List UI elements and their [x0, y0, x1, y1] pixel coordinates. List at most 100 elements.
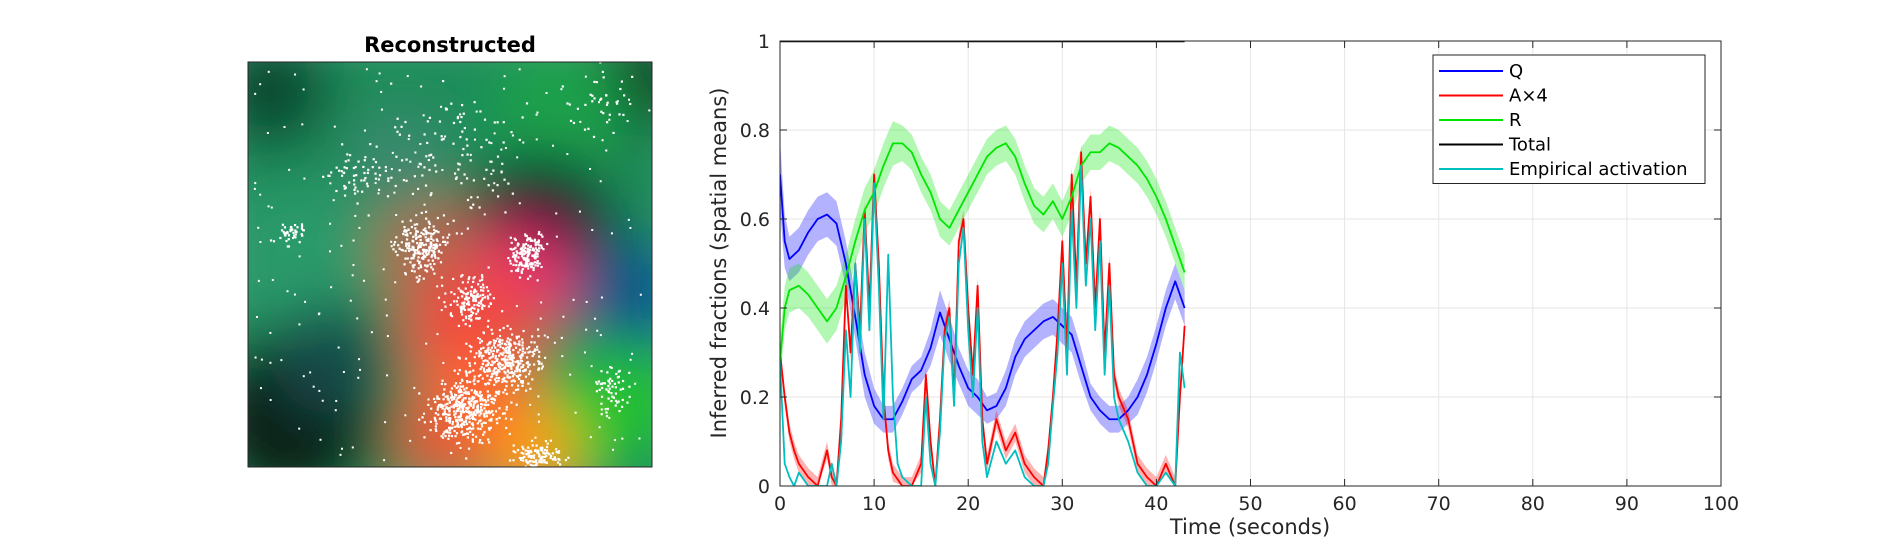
- detection-dot: [396, 130, 399, 133]
- detection-dot: [457, 168, 460, 171]
- detection-dot: [533, 255, 536, 258]
- detection-dot: [621, 437, 624, 440]
- detection-dot: [430, 237, 433, 241]
- detection-dot: [352, 179, 356, 182]
- detection-dot: [503, 75, 506, 78]
- detection-dot: [417, 247, 420, 250]
- detection-dot: [599, 62, 602, 64]
- detection-dot: [555, 450, 558, 454]
- detection-dot: [432, 232, 436, 235]
- detection-dot: [490, 397, 493, 401]
- detection-dot: [524, 263, 527, 266]
- detection-dot: [345, 167, 348, 170]
- detection-dot: [492, 297, 495, 300]
- detection-dot: [494, 339, 497, 343]
- detection-dot: [322, 175, 325, 178]
- detection-dot: [491, 363, 494, 367]
- detection-dot: [508, 361, 511, 365]
- detection-dot: [400, 159, 404, 162]
- detection-dot: [404, 273, 407, 276]
- detection-dot: [434, 400, 437, 404]
- detection-dot: [420, 211, 423, 214]
- detection-dot: [450, 435, 454, 438]
- detection-dot: [602, 112, 605, 115]
- detection-dot: [493, 371, 496, 374]
- detection-dot: [460, 305, 463, 308]
- detection-dot: [412, 246, 415, 249]
- detection-dot: [494, 394, 497, 397]
- detection-dot: [458, 419, 462, 422]
- detection-dot: [329, 222, 332, 225]
- detection-dot: [418, 162, 421, 165]
- detection-dot: [507, 362, 510, 365]
- detection-dot: [502, 391, 505, 394]
- legend-label-q: Q: [1509, 61, 1523, 82]
- detection-dot: [502, 121, 505, 124]
- detection-dot: [507, 256, 510, 260]
- detection-dot: [529, 463, 532, 466]
- detection-dot: [372, 158, 375, 161]
- detection-dot: [409, 160, 412, 163]
- detection-dot: [267, 205, 270, 208]
- detection-dot: [538, 355, 541, 358]
- detection-dot: [441, 169, 444, 172]
- detection-dot: [477, 374, 481, 378]
- detection-dot: [433, 228, 436, 232]
- detection-dot: [450, 102, 453, 105]
- detection-dot: [304, 300, 307, 303]
- detection-dot: [435, 429, 438, 433]
- detection-dot: [510, 356, 513, 359]
- detection-dot: [271, 278, 274, 281]
- detection-dot: [426, 264, 429, 267]
- detection-dot: [467, 296, 471, 300]
- detection-dot: [489, 160, 492, 163]
- detection-dot: [407, 228, 410, 232]
- detection-dot: [334, 409, 337, 412]
- detection-dot: [529, 455, 532, 458]
- detection-dot: [443, 408, 446, 411]
- detection-dot: [538, 350, 541, 354]
- detection-dot: [422, 233, 425, 236]
- detection-dot: [469, 430, 472, 434]
- detection-dot: [493, 342, 496, 345]
- detection-dot: [521, 365, 524, 369]
- detection-dot: [454, 393, 457, 396]
- detection-dot: [469, 159, 472, 162]
- detection-dot: [518, 348, 522, 351]
- detection-dot: [539, 317, 542, 320]
- detection-dot: [464, 420, 468, 423]
- detection-dot: [600, 408, 603, 411]
- detection-dot: [357, 160, 360, 163]
- detection-dot: [480, 422, 483, 426]
- detection-dot: [547, 452, 550, 455]
- detection-dot: [465, 416, 468, 419]
- detection-dot: [496, 368, 500, 372]
- detection-dot: [614, 439, 617, 442]
- detection-dot: [469, 290, 472, 293]
- detection-dot: [429, 194, 432, 197]
- detection-dot: [595, 81, 598, 84]
- detection-dot: [526, 239, 529, 242]
- detection-dot: [509, 338, 512, 342]
- detection-dot: [462, 302, 465, 305]
- detection-dot: [445, 406, 448, 409]
- detection-dot: [285, 239, 288, 243]
- detection-dot: [473, 276, 476, 279]
- detection-dot: [612, 448, 615, 451]
- detection-dot: [516, 244, 519, 247]
- detection-dot: [435, 246, 438, 249]
- detection-dot: [549, 456, 552, 460]
- detection-dot: [504, 358, 507, 361]
- detection-dot: [527, 351, 530, 354]
- detection-dot: [403, 226, 406, 229]
- detection-dot: [267, 70, 270, 73]
- detection-dot: [437, 413, 440, 416]
- detection-dot: [455, 386, 458, 390]
- detection-dot: [512, 254, 516, 257]
- detection-dot: [639, 293, 642, 296]
- detection-dot: [468, 324, 471, 328]
- detection-dot: [528, 370, 532, 373]
- detection-dot: [617, 375, 620, 378]
- detection-dot: [605, 94, 608, 97]
